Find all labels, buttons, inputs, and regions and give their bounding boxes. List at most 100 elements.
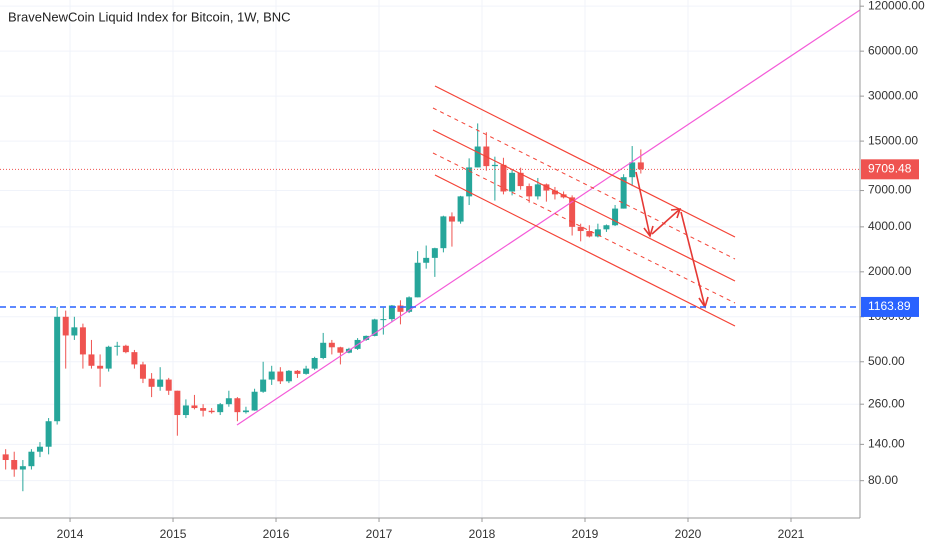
x-tick-label: 2016 bbox=[263, 527, 290, 541]
candle-body bbox=[337, 347, 344, 353]
candle-body bbox=[363, 335, 370, 340]
x-tick-label: 2014 bbox=[57, 527, 84, 541]
candle-body bbox=[612, 208, 619, 226]
candle-body bbox=[157, 379, 164, 387]
y-tick-label: 260.00 bbox=[868, 396, 905, 410]
candle-body bbox=[294, 370, 301, 374]
candle-body bbox=[217, 404, 224, 413]
candle-body bbox=[534, 184, 541, 197]
candle-body bbox=[36, 446, 43, 452]
x-tick-label: 2018 bbox=[469, 527, 496, 541]
candle-body bbox=[526, 186, 533, 197]
candle-body bbox=[380, 319, 387, 321]
candle-body bbox=[328, 342, 335, 348]
x-tick-label: 2021 bbox=[778, 527, 805, 541]
channel-mid-line bbox=[432, 152, 736, 304]
candle-body bbox=[431, 248, 438, 258]
candle-body bbox=[629, 162, 636, 178]
y-tick-label: 15000.00 bbox=[868, 133, 918, 147]
candle-body bbox=[277, 371, 284, 382]
y-tick-label: 120000.00 bbox=[868, 0, 925, 12]
candle-body bbox=[11, 460, 18, 470]
y-tick-label: 30000.00 bbox=[868, 88, 918, 102]
candle-body bbox=[208, 410, 215, 413]
horizontal-line-label: 1163.89 bbox=[868, 299, 911, 313]
y-tick-label: 7000.00 bbox=[868, 183, 912, 197]
channel-line bbox=[434, 85, 736, 238]
candle-body bbox=[234, 398, 241, 413]
candle-body bbox=[500, 164, 507, 192]
channel-mid-line bbox=[432, 107, 736, 260]
candle-body bbox=[577, 226, 584, 232]
candle-body bbox=[637, 162, 644, 170]
candle-body bbox=[569, 197, 576, 227]
candle-body bbox=[517, 172, 524, 187]
y-tick-label: 80.00 bbox=[868, 473, 898, 487]
candle-body bbox=[406, 297, 413, 312]
candle-body bbox=[543, 184, 550, 191]
candle-body bbox=[440, 216, 447, 249]
candle-body bbox=[62, 316, 69, 336]
candle-body bbox=[388, 305, 395, 320]
candle-body bbox=[97, 365, 104, 369]
y-tick-label: 2000.00 bbox=[868, 264, 912, 278]
grid bbox=[0, 0, 860, 518]
candle-body bbox=[414, 262, 421, 298]
candle-body bbox=[182, 405, 189, 416]
candle-body bbox=[509, 172, 516, 192]
axis-labels: 120000.00 60000.00 30000.00 15000.00 7000.00… bbox=[57, 0, 925, 541]
candle-body bbox=[303, 368, 310, 374]
candle-body bbox=[311, 357, 318, 369]
candle-body bbox=[2, 454, 9, 461]
candle-body bbox=[268, 371, 275, 380]
candle-body bbox=[423, 257, 430, 263]
candle-body bbox=[122, 345, 129, 353]
candle-body bbox=[139, 364, 146, 379]
channel-line bbox=[434, 174, 736, 327]
y-tick-label: 4000.00 bbox=[868, 219, 912, 233]
x-tick-label: 2019 bbox=[572, 527, 599, 541]
candle-body bbox=[28, 451, 35, 467]
candle-body bbox=[251, 391, 258, 411]
candle-body bbox=[191, 405, 198, 409]
candle-body bbox=[131, 352, 138, 365]
candle-body bbox=[71, 327, 78, 336]
horizontal-line-badge bbox=[861, 296, 919, 317]
candle-body bbox=[320, 342, 327, 358]
candle-body bbox=[165, 379, 172, 391]
candle-body bbox=[148, 378, 155, 387]
candle-body bbox=[620, 177, 627, 209]
candle-body bbox=[551, 190, 558, 195]
candle-body bbox=[603, 225, 610, 230]
candle-body bbox=[474, 146, 481, 168]
y-tick-label: 60000.00 bbox=[868, 43, 918, 57]
candle-body bbox=[200, 408, 207, 411]
candle-body bbox=[88, 354, 95, 366]
candle-body bbox=[397, 305, 404, 312]
candle-body bbox=[242, 410, 249, 413]
candle-body bbox=[586, 231, 593, 237]
candle-body bbox=[174, 390, 181, 416]
candle-body bbox=[260, 379, 267, 392]
candle-body bbox=[45, 421, 52, 447]
candle-body bbox=[285, 370, 292, 382]
trend-line bbox=[236, 9, 861, 426]
candle-body bbox=[105, 346, 112, 369]
candle-body bbox=[466, 167, 473, 197]
channel-line bbox=[432, 129, 736, 282]
x-tick-label: 2015 bbox=[160, 527, 187, 541]
chart-title: BraveNewCoin Liquid Index for Bitcoin, 1… bbox=[8, 9, 291, 24]
x-tick-label: 2020 bbox=[675, 527, 702, 541]
candle-body bbox=[54, 316, 61, 422]
candle-body bbox=[225, 398, 232, 405]
candle-body bbox=[371, 319, 378, 336]
y-tick-label: 140.00 bbox=[868, 437, 905, 451]
last-price-badge bbox=[861, 159, 919, 180]
candle-body bbox=[448, 216, 455, 222]
x-tick-label: 2017 bbox=[366, 527, 393, 541]
y-tick-label: 500.00 bbox=[868, 354, 905, 368]
price-lines bbox=[0, 168, 860, 308]
candle-body bbox=[457, 196, 464, 222]
